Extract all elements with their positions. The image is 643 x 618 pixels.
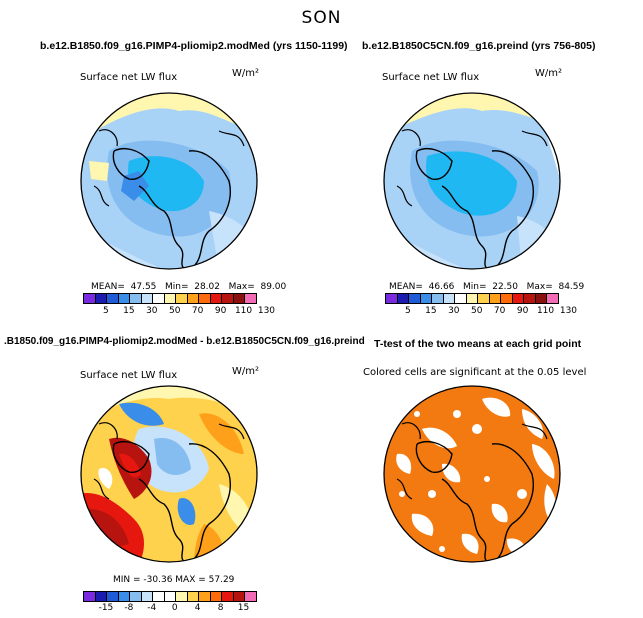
colorbar-swatch: [210, 294, 223, 303]
colorbar-tick-label: 5: [405, 306, 411, 316]
colorbar-swatch: [84, 592, 96, 601]
panel-1-colorbar-labels: 5 15 30 50 70 90 110 130: [83, 306, 275, 318]
colorbar-swatch: [84, 294, 96, 303]
colorbar-swatch: [199, 592, 211, 601]
panel-3-difference-map: [80, 385, 258, 563]
colorbar-swatch: [176, 294, 188, 303]
colorbar-swatch: [222, 592, 234, 601]
colorbar-swatch: [141, 294, 154, 303]
panel-2-colorbar: [385, 293, 559, 304]
colorbar-swatch: [153, 592, 165, 601]
colorbar-tick-label: 15: [123, 306, 135, 316]
colorbar-swatch: [118, 294, 131, 303]
colorbar-tick-label: 50: [168, 306, 181, 316]
panel-4-significance-map: [383, 385, 561, 563]
colorbar-swatch: [420, 294, 433, 303]
colorbar-swatch: [95, 294, 108, 303]
colorbar-swatch: [386, 294, 398, 303]
colorbar-swatch: [409, 294, 421, 303]
colorbar-tick-label: -4: [147, 603, 157, 613]
panel-1-polar-map: [80, 92, 258, 270]
panel-3-stats: MIN = -30.36 MAX = 57.29: [113, 575, 235, 585]
panel-1-title: b.e12.B1850.f09_g16.PIMP4-pliomip2.modMe…: [40, 40, 348, 52]
colorbar-swatch: [107, 294, 119, 303]
colorbar-swatch: [187, 294, 200, 303]
colorbar-tick-label: 4: [194, 603, 201, 613]
colorbar-swatch: [443, 294, 456, 303]
colorbar-swatch: [478, 294, 490, 303]
colorbar-tick-label: 50: [470, 306, 483, 316]
panel-1-colorbar: [83, 293, 257, 304]
colorbar-swatch: [489, 294, 502, 303]
panel-4-title: T-test of the two means at each grid poi…: [374, 338, 582, 350]
colorbar-tick-label: 5: [103, 306, 109, 316]
colorbar-swatch: [455, 294, 467, 303]
panel-2-title: b.e12.B1850C5CN.f09_g16.preind (yrs 756-…: [362, 40, 596, 52]
colorbar-tick-label: 90: [214, 306, 227, 316]
colorbar-swatch: [130, 294, 142, 303]
colorbar-tick-label: 70: [191, 306, 204, 316]
colorbar-swatch: [233, 294, 246, 303]
panel-3-colorbar: [83, 591, 257, 602]
colorbar-swatch: [222, 294, 234, 303]
colorbar-tick-label: 8: [217, 603, 224, 613]
panel-2-stats: MEAN= 46.66 Min= 22.50 Max= 84.59: [389, 282, 585, 292]
colorbar-swatch: [547, 294, 558, 303]
colorbar-swatch: [245, 294, 256, 303]
panel-2-variable: Surface net LW flux: [382, 72, 480, 83]
colorbar-swatch: [524, 294, 536, 303]
panel-1-variable: Surface net LW flux: [80, 72, 178, 83]
colorbar-swatch: [512, 294, 525, 303]
panel-2-polar-map: [383, 92, 561, 270]
colorbar-swatch: [233, 592, 246, 601]
colorbar-tick-label: 15: [237, 603, 250, 613]
panel-3-variable: Surface net LW flux: [80, 370, 178, 381]
colorbar-swatch: [501, 294, 513, 303]
colorbar-swatch: [164, 592, 177, 601]
panel-3-title: .B1850.f09_g16.PIMP4-pliomip2.modMed - b…: [4, 336, 365, 347]
colorbar-swatch: [141, 592, 154, 601]
colorbar-tick-label: 90: [516, 306, 529, 316]
colorbar-swatch: [176, 592, 188, 601]
colorbar-swatch: [107, 592, 119, 601]
colorbar-swatch: [118, 592, 131, 601]
colorbar-swatch: [95, 592, 108, 601]
colorbar-tick-label: 130: [257, 306, 276, 316]
colorbar-tick-label: 130: [559, 306, 578, 316]
panel-2-colorbar-labels: 5 15 30 50 70 90 110 130: [385, 306, 577, 318]
colorbar-tick-label: 30: [146, 306, 158, 316]
panel-3-units: W/m²: [232, 366, 260, 377]
colorbar-swatch: [130, 592, 142, 601]
colorbar-tick-label: -8: [124, 603, 134, 613]
panel-1-stats: MEAN= 47.55 Min= 28.02 Max= 89.00: [91, 282, 287, 292]
colorbar-swatch: [397, 294, 410, 303]
colorbar-swatch: [535, 294, 548, 303]
colorbar-swatch: [187, 592, 200, 601]
colorbar-tick-label: 70: [493, 306, 506, 316]
colorbar-tick-label: 30: [448, 306, 460, 316]
panel-3-colorbar-labels: -15 -8 -4 0 4 8 15: [83, 603, 255, 615]
colorbar-swatch: [432, 294, 444, 303]
colorbar-tick-label: 15: [425, 306, 437, 316]
panel-4-note: Colored cells are significant at the 0.0…: [363, 367, 587, 378]
colorbar-swatch: [210, 592, 223, 601]
colorbar-tick-label: -15: [98, 603, 114, 613]
colorbar-swatch: [153, 294, 165, 303]
colorbar-swatch: [199, 294, 211, 303]
colorbar-swatch: [245, 592, 256, 601]
panel-2-units: W/m²: [535, 68, 563, 79]
colorbar-tick-label: 0: [171, 603, 178, 613]
colorbar-tick-label: 110: [536, 306, 555, 316]
panel-1-units: W/m²: [232, 68, 260, 79]
colorbar-tick-label: 110: [234, 306, 253, 316]
season-title: SON: [301, 8, 342, 28]
colorbar-swatch: [466, 294, 479, 303]
colorbar-swatch: [164, 294, 177, 303]
